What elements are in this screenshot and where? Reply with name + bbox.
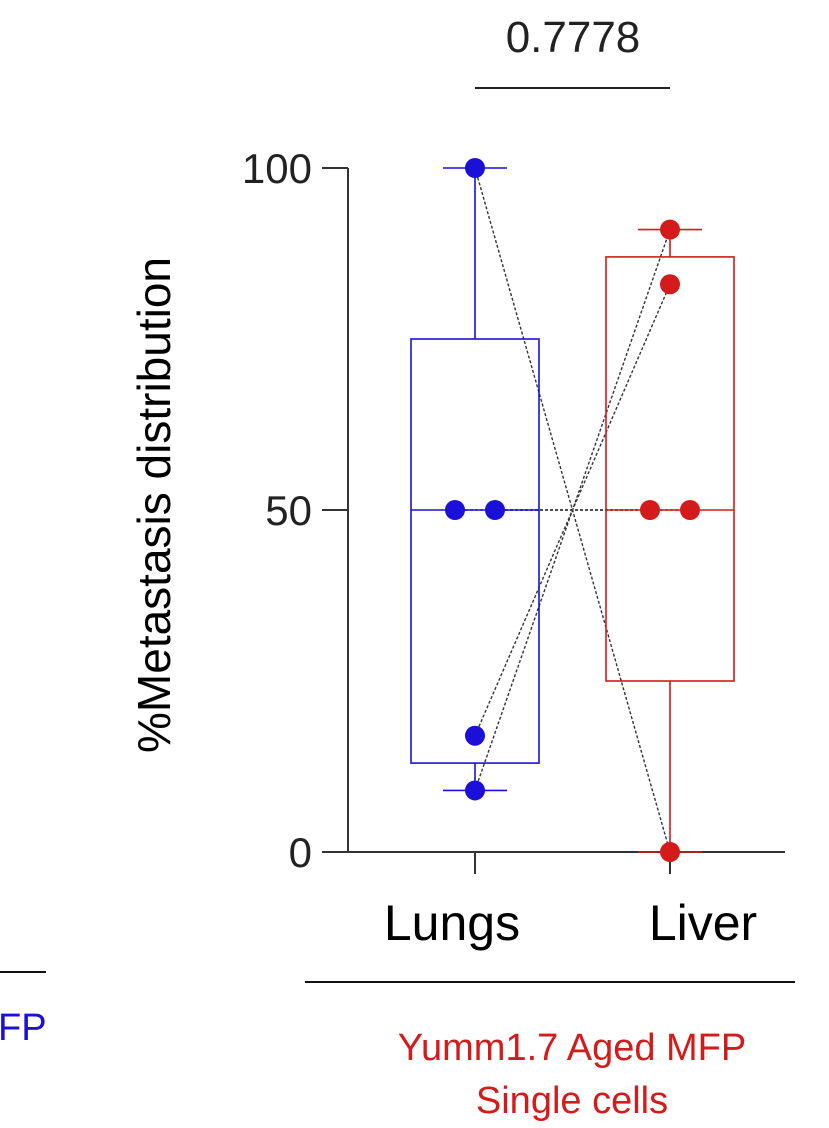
y-tick-label-100: 100 bbox=[242, 145, 312, 192]
p-value-label: 0.7778 bbox=[506, 13, 641, 62]
y-tick-label-0: 0 bbox=[289, 829, 312, 876]
box-lungs bbox=[410, 338, 540, 764]
category-label-liver: Liver bbox=[649, 895, 757, 951]
box-liver bbox=[605, 256, 735, 682]
point-lungs-2 bbox=[485, 500, 505, 520]
point-lungs-0 bbox=[465, 158, 485, 178]
y-axis-title: %Metastasis distribution bbox=[128, 257, 180, 753]
point-liver-2 bbox=[640, 500, 660, 520]
point-liver-1 bbox=[660, 274, 680, 295]
point-lungs-1 bbox=[445, 500, 465, 520]
category-label-lungs: Lungs bbox=[384, 895, 520, 951]
left-fragment-label: FP bbox=[0, 1007, 47, 1049]
point-lungs-3 bbox=[465, 725, 485, 746]
point-liver-4 bbox=[660, 842, 680, 862]
pair-line-4 bbox=[474, 229, 671, 791]
group-label-line2: Single cells bbox=[476, 1080, 668, 1122]
y-tick-label-50: 50 bbox=[265, 487, 312, 534]
point-liver-0 bbox=[660, 219, 680, 240]
point-lungs-4 bbox=[465, 780, 485, 801]
point-liver-3 bbox=[680, 500, 700, 520]
group-label-line1: Yumm1.7 Aged MFP bbox=[398, 1027, 747, 1069]
